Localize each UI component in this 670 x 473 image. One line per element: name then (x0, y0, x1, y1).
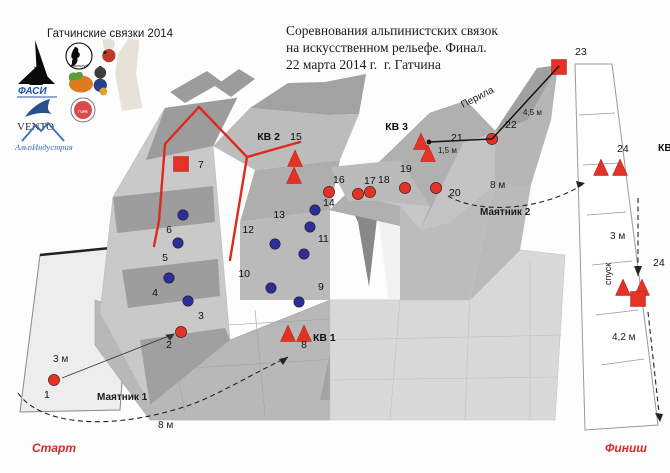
svg-text:Старт: Старт (32, 441, 76, 455)
svg-text:21: 21 (451, 132, 463, 144)
svg-text:6: 6 (166, 224, 172, 236)
svg-text:3 м: 3 м (610, 231, 625, 242)
svg-text:24: 24 (617, 143, 629, 155)
svg-text:АльпИндустрия: АльпИндустрия (14, 142, 73, 152)
svg-text:ФАСИ: ФАСИ (18, 86, 47, 97)
svg-text:Маятник 1: Маятник 1 (97, 392, 148, 403)
svg-text:7: 7 (198, 159, 204, 171)
svg-text:18: 18 (378, 174, 390, 186)
svg-text:КВ 2: КВ 2 (257, 131, 280, 143)
svg-text:Гатчинские связки 2014: Гатчинские связки 2014 (47, 28, 174, 40)
svg-text:10: 10 (238, 268, 250, 280)
svg-text:8: 8 (301, 339, 307, 351)
svg-text:3: 3 (198, 310, 204, 322)
svg-text:1: 1 (44, 389, 50, 401)
svg-text:4: 4 (152, 287, 158, 299)
svg-text:22: 22 (505, 119, 517, 131)
svg-text:20: 20 (449, 187, 461, 199)
svg-text:8 м: 8 м (490, 180, 505, 191)
svg-text:спуск: спуск (603, 263, 613, 285)
svg-text:5: 5 (162, 252, 168, 264)
svg-text:12: 12 (242, 224, 254, 236)
svg-text:9: 9 (318, 281, 324, 293)
svg-text:17: 17 (364, 175, 376, 187)
svg-text:КВ 4: КВ 4 (658, 142, 670, 154)
svg-text:4,5 м: 4,5 м (523, 108, 542, 117)
svg-text:24: 24 (653, 257, 665, 269)
svg-text:8 м: 8 м (158, 420, 173, 431)
svg-text:ГОРЕ: ГОРЕ (78, 110, 88, 114)
svg-text:КВ 3: КВ 3 (385, 121, 408, 133)
svg-text:3 м: 3 м (53, 354, 68, 365)
svg-text:16: 16 (333, 174, 345, 186)
svg-text:КВ 1: КВ 1 (313, 332, 336, 344)
svg-text:14: 14 (323, 197, 335, 209)
svg-text:2: 2 (166, 339, 172, 351)
svg-text:13: 13 (273, 209, 285, 221)
svg-text:11: 11 (318, 233, 329, 245)
svg-text:1,5 м: 1,5 м (438, 146, 457, 155)
svg-text:15: 15 (290, 131, 302, 143)
svg-text:Финиш: Финиш (605, 441, 647, 455)
svg-text:Маятник 2: Маятник 2 (480, 207, 531, 218)
svg-text:Альпклуб: Альпклуб (69, 63, 88, 68)
svg-text:19: 19 (400, 163, 412, 175)
svg-text:4,2 м: 4,2 м (612, 332, 636, 343)
